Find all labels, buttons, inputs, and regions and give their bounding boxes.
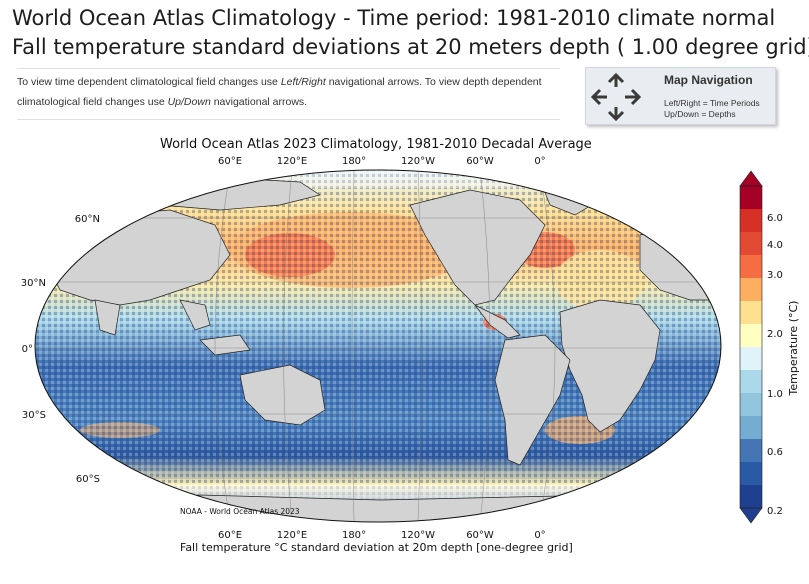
lat-tick: 60°S	[76, 474, 100, 485]
info-text-b: navigational arrows. To view depth depen…	[17, 76, 542, 108]
lon-tick-bottom: 120°E	[277, 530, 307, 541]
four-way-arrows-icon[interactable]	[588, 70, 644, 124]
colorbar-label: Temperature (°C)	[787, 301, 800, 397]
colorbar-frame	[739, 185, 763, 509]
info-text-a: To view time dependent climatological fi…	[17, 76, 281, 88]
info-instructions: To view time dependent climatological fi…	[17, 68, 560, 120]
map-title: World Ocean Atlas 2023 Climatology, 1981…	[160, 137, 592, 152]
colorbar-segment	[740, 186, 762, 210]
map-outline	[34, 169, 722, 523]
colorbar-min-arrow	[739, 507, 763, 524]
lat-tick: 30°N	[21, 278, 46, 289]
colorbar-segment	[740, 485, 762, 509]
colorbar-tick: 0.2	[767, 506, 783, 517]
colorbar-tick: 4.0	[767, 240, 783, 251]
colorbar: 6.0 4.0 3.0 2.0 1.0 0.6 0.2 Temperature …	[739, 170, 800, 524]
map-credit: NOAA - World Ocean Atlas 2023	[180, 507, 300, 516]
lon-tick-bottom: 180°	[342, 530, 366, 541]
colorbar-segment	[740, 301, 762, 325]
map-navigation-title: Map Navigation	[664, 73, 753, 87]
colorbar-tick: 2.0	[767, 329, 783, 340]
info-text-c: navigational arrows.	[210, 96, 308, 108]
colorbar-tick: 3.0	[767, 270, 783, 281]
colorbar-segment	[740, 462, 762, 486]
colorbar-segment	[740, 255, 762, 279]
colorbar-tick: 1.0	[767, 389, 783, 400]
lat-tick: 60°N	[75, 214, 100, 225]
map-caption: Fall temperature °C standard deviation a…	[180, 541, 573, 554]
lon-tick-bottom: 0°	[534, 530, 545, 541]
colorbar-ticks: 6.0 4.0 3.0 2.0 1.0 0.6 0.2	[767, 213, 783, 517]
lon-tick-bottom: 120°W	[401, 530, 435, 541]
colorbar-segment	[740, 347, 762, 371]
lat-tick: 30°S	[22, 410, 46, 421]
colorbar-segment	[740, 393, 762, 417]
lon-tick-top: 180°	[342, 156, 366, 167]
lon-tick-bottom: 60°W	[466, 530, 494, 541]
lon-tick-top: 60°E	[218, 156, 242, 167]
colorbar-segments	[740, 186, 762, 509]
page-title: World Ocean Atlas Climatology - Time per…	[12, 4, 809, 62]
page-title-line-2: Fall temperature standard deviations at …	[12, 35, 809, 59]
info-up-down: Up/Down	[167, 96, 211, 108]
lon-tick-top: 120°E	[277, 156, 307, 167]
page-title-line-1: World Ocean Atlas Climatology - Time per…	[12, 6, 776, 30]
map-navigation-up-down: Up/Down = Depths	[664, 109, 736, 119]
colorbar-segment	[740, 324, 762, 348]
info-left-right: Left/Right	[280, 76, 326, 88]
lon-tick-top: 0°	[534, 156, 545, 167]
colorbar-segment	[740, 278, 762, 302]
colorbar-segment	[740, 370, 762, 394]
colorbar-segment	[740, 232, 762, 256]
colorbar-segment	[740, 439, 762, 463]
lon-tick-top: 120°W	[401, 156, 435, 167]
latitude-ticks: 60°N 30°N 0° 30°S 60°S	[21, 214, 100, 485]
colorbar-tick: 6.0	[767, 213, 783, 224]
map-navigation-button[interactable]: Map Navigation Left/Right = Time Periods…	[585, 67, 776, 125]
lat-tick: 0°	[22, 344, 33, 355]
lon-tick-top: 60°W	[466, 156, 494, 167]
colorbar-max-arrow	[739, 170, 763, 187]
top-longitude-ticks: 60°E 120°E 180° 120°W 60°W 0°	[218, 156, 546, 167]
bottom-longitude-ticks: 60°E 120°E 180° 120°W 60°W 0°	[218, 530, 546, 541]
colorbar-tick: 0.6	[767, 447, 783, 458]
lon-tick-bottom: 60°E	[218, 530, 242, 541]
colorbar-segment	[740, 416, 762, 440]
map-navigation-left-right: Left/Right = Time Periods	[664, 98, 760, 108]
colorbar-segment	[740, 209, 762, 233]
